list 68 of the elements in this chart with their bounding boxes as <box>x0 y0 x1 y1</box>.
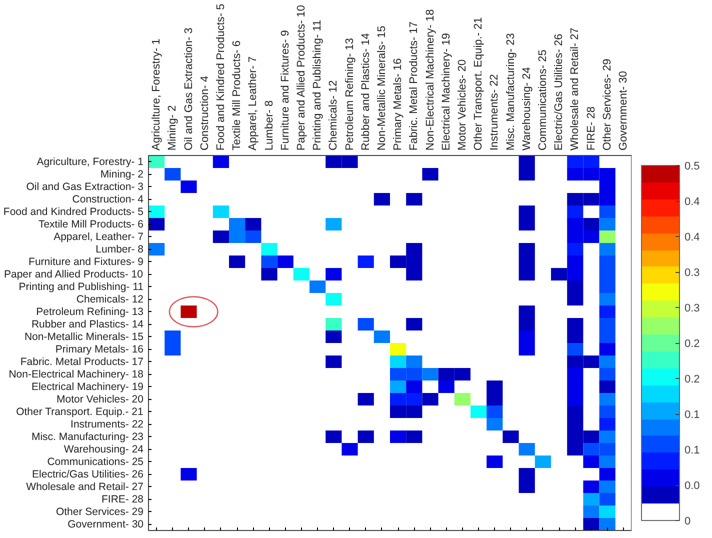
y-tick-label: Furniture and Fixtures- 9 <box>28 256 144 268</box>
x-tick-label: Wholesale and Retail- 27 <box>569 28 582 150</box>
y-tick-label: Chemicals- 12 <box>76 293 144 306</box>
color-bar-label: 0 <box>684 516 691 528</box>
color-bar-label: 0.3 <box>684 267 700 279</box>
x-tick-label: Misc. Manufacturing- 23 <box>504 33 517 150</box>
y-tick-label: Communications- 25 <box>47 456 144 468</box>
color-bar-label: 0.3 <box>684 302 700 314</box>
y-tick-label: Lumber- 8 <box>96 243 144 256</box>
color-bar-label: 0.0 <box>684 480 700 492</box>
color-bar-label: 0.1 <box>684 409 700 421</box>
color-bar-label: 0.4 <box>684 196 700 208</box>
color-bar-label: 0.5 <box>684 160 700 172</box>
x-tick-label: Other Services- 29 <box>601 58 614 150</box>
y-tick-label: Electric/Gas Utilities- 26 <box>32 468 144 480</box>
y-tick-label: Primary Metals- 16 <box>55 343 144 356</box>
y-tick-label: Non-Electrical Machinery- 18 <box>8 368 144 380</box>
x-tick-label: Non-Electrical Machinery- 18 <box>424 9 436 150</box>
x-tick-label: Petroleum Refining- 13 <box>344 38 356 150</box>
color-bar-label: 0.2 <box>684 374 700 386</box>
x-tick-label: FIRE- 28 <box>585 106 598 150</box>
color-bar-label: 0.1 <box>684 444 700 456</box>
x-tick-label: Warehousing- 24 <box>520 67 533 150</box>
y-tick-label: Rubber and Plastics- 14 <box>31 318 144 330</box>
y-tick-label: Other Transport. Equip.- 21 <box>16 406 144 418</box>
y-tick-label: Mining- 2 <box>100 168 144 180</box>
y-tick-label: Agriculture, Forestry- 1 <box>36 156 144 168</box>
y-tick-label: Food and Kindred Products- 5 <box>3 206 144 218</box>
y-tick-label: Petroleum Refining- 13 <box>36 306 144 318</box>
y-tick-label: Wholesale and Retail- 27 <box>26 480 144 493</box>
y-tick-label: FIRE- 28 <box>101 493 144 506</box>
x-tick-label: Lumber- 8 <box>263 100 276 150</box>
x-tick-label: Textile Mill Products- 6 <box>231 40 244 150</box>
y-tick-label: Instruments- 22 <box>70 418 144 430</box>
x-tick-label: Furniture and Fixtures- 9 <box>279 30 292 150</box>
x-tick-label: Paper and Allied Products- 10 <box>295 4 308 150</box>
y-tick-label: Motor Vehicles- 20 <box>56 393 144 406</box>
y-tick-label: Electrical Machinery- 19 <box>31 380 144 393</box>
y-tick-label: Government- 30 <box>68 518 144 530</box>
y-tick-label: Other Services- 29 <box>56 506 144 518</box>
color-bar-label: 0.2 <box>684 338 700 350</box>
x-tick-label: Government- 30 <box>617 71 630 150</box>
x-tick-label: Printing and Publishing- 11 <box>312 20 324 150</box>
y-tick-label: Oil and Gas Extraction- 3 <box>26 180 144 193</box>
y-tick-label: Paper and Allied Products- 10 <box>4 268 144 280</box>
x-tick-label: Electric/Gas Utilities- 26 <box>553 34 566 150</box>
x-tick-label: Mining- 2 <box>166 105 179 150</box>
y-tick-label: Misc. Manufacturing- 23 <box>31 430 144 443</box>
x-tick-label: Electrical Machinery- 19 <box>440 33 452 150</box>
y-tick-label: Construction- 4 <box>72 193 144 206</box>
y-tick-label: Apparel, Leather- 7 <box>54 230 144 243</box>
x-tick-label: Construction- 4 <box>198 76 211 150</box>
x-tick-label: Primary Metals- 16 <box>392 58 404 150</box>
y-tick-label: Textile Mill Products- 6 <box>38 218 144 230</box>
x-tick-label: Instruments- 22 <box>488 74 501 150</box>
x-tick-label: Apparel, Leather- 7 <box>247 56 260 150</box>
x-tick-label: Non-Metallic Minerals- 15 <box>376 26 388 150</box>
x-tick-label: Fabric. Metal Products- 17 <box>408 22 420 150</box>
color-bar-label: 0.4 <box>684 232 700 244</box>
x-tick-label: Other Transport. Equip.- 21 <box>472 17 485 150</box>
x-tick-label: Chemicals- 12 <box>328 80 340 150</box>
y-tick-label: Fabric. Metal Products- 17 <box>20 356 144 368</box>
x-tick-label: Motor Vehicles- 20 <box>456 59 468 150</box>
y-tick-label: Warehousing- 24 <box>64 443 144 456</box>
y-tick-label: Printing and Publishing- 11 <box>18 280 144 293</box>
x-tick-label: Rubber and Plastics- 14 <box>360 33 372 150</box>
y-tick-label: Non-Metallic Minerals- 15 <box>24 330 144 343</box>
x-tick-label: Communications- 25 <box>536 50 549 150</box>
